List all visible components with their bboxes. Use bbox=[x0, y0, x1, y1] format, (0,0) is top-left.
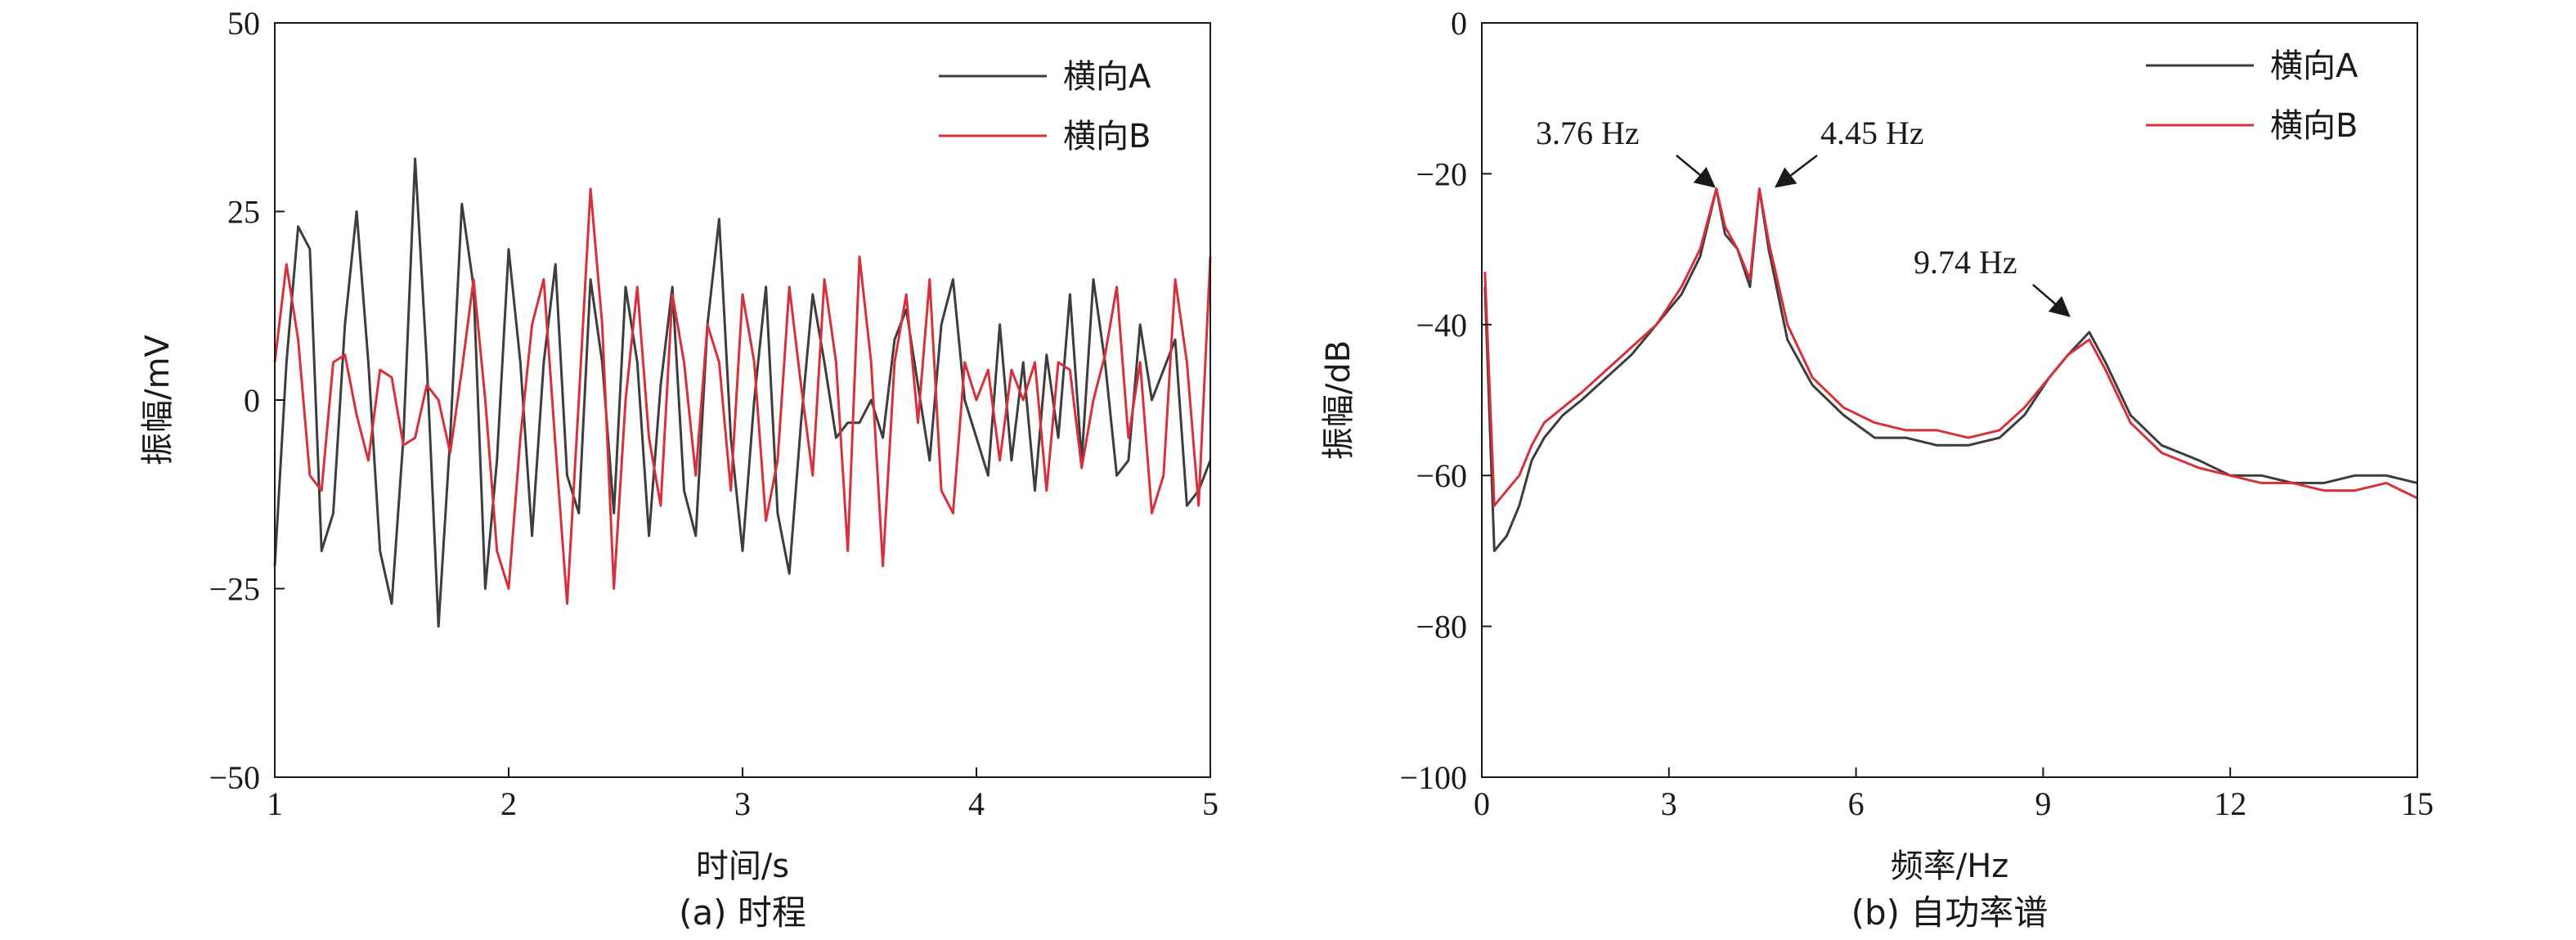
panel-a-x-tick-label: 3 bbox=[734, 785, 751, 822]
panel-b-y-axis-label: 振幅/dB bbox=[1320, 340, 1358, 460]
legend-label-series-a: 横向A bbox=[1063, 58, 1151, 96]
panel-a-x-tick-label: 1 bbox=[267, 785, 283, 822]
panel-a-legend: 横向A 横向B bbox=[939, 58, 1151, 155]
panel-a-series-line-a bbox=[273, 157, 1212, 628]
panel-b-y-tick-label: 0 bbox=[1451, 5, 1467, 42]
annotation-peak-label: 3.76 Hz bbox=[1536, 115, 1640, 151]
panel-b-plot-frame bbox=[1481, 22, 2418, 778]
panel-b-legend: 横向A 横向B bbox=[2146, 47, 2358, 145]
panel-b-y-tick-label: −60 bbox=[1416, 457, 1467, 494]
panel-b-x-axis-label: 频率/Hz bbox=[1891, 848, 2009, 885]
annotation-peak-arrow bbox=[2032, 284, 2071, 317]
panel-b-x-tick-label: 15 bbox=[2401, 785, 2434, 822]
panel-b-y-tick-label: −40 bbox=[1416, 307, 1467, 344]
annotation-peak-label: 9.74 Hz bbox=[1914, 244, 2017, 281]
panel-a-y-tick-label: 0 bbox=[244, 382, 260, 419]
panel-a-x-tick-label: 4 bbox=[968, 785, 985, 822]
panel-b-y-tick-label: −20 bbox=[1416, 155, 1467, 192]
panel-b-x-tick-label: 0 bbox=[1474, 785, 1490, 822]
annotation-peak-label: 4.45 Hz bbox=[1820, 115, 1924, 151]
panel-a-x-tick-label: 2 bbox=[500, 785, 517, 822]
panel-a-ticks: 1 2 3 4 5 −50 −25 0 25 50 bbox=[209, 5, 1218, 822]
legend-label-series-b: 横向B bbox=[2270, 107, 2358, 145]
panel-b-y-tick-label: −100 bbox=[1399, 759, 1467, 796]
panel-a-caption: (a) 时程 bbox=[679, 893, 806, 933]
panel-a-y-tick-label: −50 bbox=[209, 759, 260, 796]
panel-b-annotations: 3.76 Hz 4.45 Hz 9.74 Hz bbox=[1536, 115, 2071, 317]
panel-b-x-tick-label: 3 bbox=[1661, 785, 1677, 822]
panel-b-series-line-b bbox=[1483, 187, 2418, 507]
annotation-peak-arrow bbox=[1676, 155, 1716, 188]
panel-a-y-axis-label: 振幅/mV bbox=[139, 334, 177, 465]
annotation-peak-arrow bbox=[1775, 155, 1818, 188]
panel-a-y-tick-label: −25 bbox=[209, 571, 260, 608]
panel-a-series-lines bbox=[273, 157, 1212, 628]
panel-b-x-tick-label: 12 bbox=[2214, 785, 2246, 822]
panel-b-y-tick-label: −80 bbox=[1416, 609, 1467, 645]
panel-b-series-lines bbox=[1483, 187, 2418, 552]
panel-b-ticks: 0 3 6 9 12 15 −100 −80 −60 −40 −20 0 bbox=[1399, 5, 2434, 822]
legend-label-series-a: 横向A bbox=[2270, 47, 2358, 85]
panel-a-time-history: 1 2 3 4 5 −50 −25 0 25 50 时间/s 振幅/mV (a) 时程 横向A 横… bbox=[139, 5, 1218, 933]
panel-b-x-tick-label: 6 bbox=[1848, 785, 1865, 822]
panel-a-x-tick-label: 5 bbox=[1202, 785, 1218, 822]
panel-a-series-line-b bbox=[273, 187, 1212, 605]
panel-b-x-tick-label: 9 bbox=[2035, 785, 2051, 822]
panel-a-y-tick-label: 50 bbox=[227, 5, 260, 42]
panel-b-caption: (b) 自功率谱 bbox=[1851, 893, 2049, 933]
legend-label-series-b: 横向B bbox=[1063, 118, 1151, 155]
panel-a-x-axis-label: 时间/s bbox=[696, 848, 789, 885]
panel-b-series-line-a bbox=[1483, 187, 2418, 552]
panel-b-auto-power-spectrum: 0 3 6 9 12 15 −100 −80 −60 −40 −20 0 频率/Hz 振幅/dB (b… bbox=[1320, 5, 2434, 933]
panel-a-y-tick-label: 25 bbox=[227, 194, 260, 231]
